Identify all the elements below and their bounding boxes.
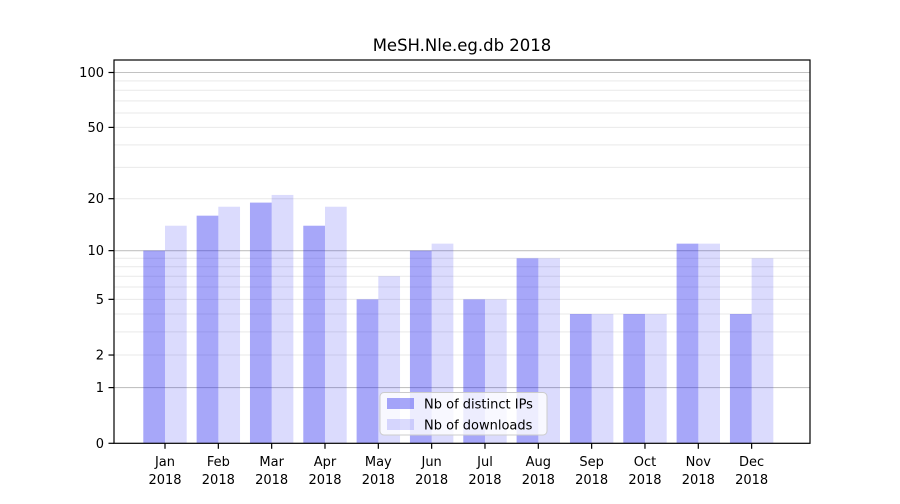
y-tick-label: 2 — [96, 349, 104, 364]
bar-downloads-mar — [271, 194, 294, 444]
y-tick-label: 10 — [87, 244, 104, 259]
y-tick-label: 1 — [96, 381, 104, 396]
x-tick-label-year: 2018 — [522, 473, 555, 488]
bar-distinct-ips-oct — [623, 313, 645, 444]
x-tick-label-year: 2018 — [148, 473, 181, 488]
bar-distinct-ips-apr — [303, 225, 325, 444]
x-tick-label-month: Nov — [686, 455, 712, 470]
bar-distinct-ips-nov — [676, 243, 699, 444]
x-tick-label-month: Aug — [526, 455, 551, 470]
bar-downloads-jan — [165, 225, 187, 444]
bar-distinct-ips-dec — [729, 313, 752, 444]
x-tick-label-month: Feb — [207, 455, 230, 470]
legend-swatch-distinct-ips-icon — [387, 398, 414, 409]
bar-downloads-nov — [698, 243, 720, 444]
bar-distinct-ips-sep — [569, 313, 592, 444]
y-tick-label: 0 — [96, 437, 104, 452]
legend-label-downloads: Nb of downloads — [424, 419, 533, 434]
x-tick-label-year: 2018 — [468, 473, 501, 488]
y-tick-label: 20 — [87, 192, 104, 207]
x-tick-label-year: 2018 — [628, 473, 661, 488]
legend-label-distinct-ips: Nb of distinct IPs — [424, 398, 533, 413]
plot-border — [113, 59, 811, 444]
x-tick-label-month: Apr — [314, 455, 337, 470]
x-tick-label-year: 2018 — [575, 473, 608, 488]
bar-distinct-ips-may — [356, 299, 379, 444]
y-axis: 0 1 2 5 10 20 50 100 — [79, 66, 114, 452]
x-tick-label-year: 2018 — [735, 473, 768, 488]
x-tick-label-month: Mar — [259, 455, 284, 470]
x-tick-label-month: Jul — [476, 455, 493, 470]
x-tick-label-month: Oct — [634, 455, 656, 470]
y-tick-label: 100 — [79, 66, 104, 81]
bar-downloads-feb — [218, 206, 241, 444]
x-axis: Jan 2018 Feb 2018 Mar 2018 Apr 2018 May 2018 Jun 20… — [148, 443, 768, 488]
x-tick-label-year: 2018 — [362, 473, 395, 488]
x-tick-label-month: Sep — [579, 455, 604, 470]
bar-downloads-dec — [751, 258, 774, 444]
gridlines — [114, 71, 810, 389]
bar-downloads-oct — [644, 313, 667, 444]
y-tick-label: 5 — [96, 293, 104, 308]
bar-distinct-ips-jan — [143, 250, 165, 444]
y-tick-label: 50 — [87, 121, 104, 136]
x-tick-label-year: 2018 — [255, 473, 288, 488]
legend-box — [379, 392, 548, 436]
legend-swatch-downloads-icon — [387, 419, 414, 430]
x-tick-label-year: 2018 — [415, 473, 448, 488]
bar-distinct-ips-feb — [196, 215, 219, 444]
x-tick-label-year: 2018 — [682, 473, 715, 488]
chart-title: MeSH.Nle.eg.db 2018 — [373, 36, 552, 55]
x-tick-label-month: Jun — [420, 455, 441, 470]
bar-downloads-apr — [324, 206, 347, 444]
legend: Nb of distinct IPs Nb of downloads — [379, 392, 548, 436]
x-tick-label-month: Dec — [739, 455, 764, 470]
bar-distinct-ips-mar — [249, 202, 272, 444]
x-tick-label-year: 2018 — [308, 473, 341, 488]
x-tick-label-month: May — [365, 455, 392, 470]
bar-downloads-sep — [591, 313, 614, 444]
x-tick-label-month: Jan — [154, 455, 175, 470]
x-tick-label-year: 2018 — [202, 473, 235, 488]
